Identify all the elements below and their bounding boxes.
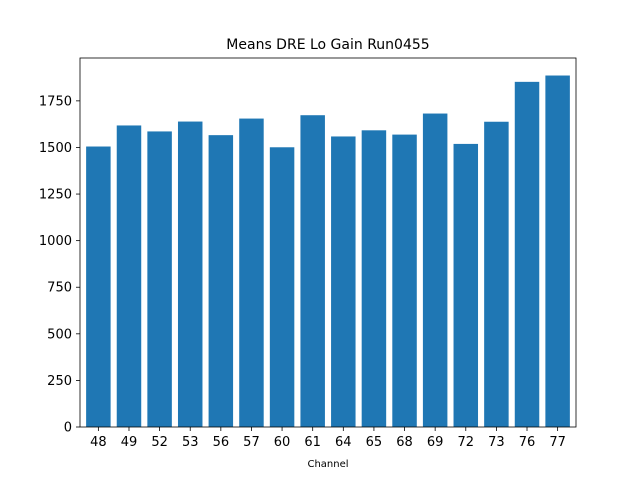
x-tick-label: 69: [427, 435, 444, 450]
y-tick-label: 1750: [39, 94, 72, 109]
bar-channel-73: [484, 121, 509, 428]
y-tick-label: 0: [64, 421, 72, 436]
bar-channel-52: [147, 131, 172, 427]
y-tick-label: 1000: [39, 234, 72, 249]
y-axis: 0 250 500 750 1000 1250 1500 1750: [39, 94, 80, 436]
bar-channel-61: [300, 115, 325, 428]
bar-channel-60: [269, 147, 295, 427]
x-tick-label: 49: [121, 435, 138, 450]
x-tick-label: 57: [243, 435, 260, 450]
x-axis-label: Channel: [307, 459, 348, 470]
bar-channel-56: [208, 135, 234, 427]
x-axis: 48 49 52 53 56 57 60 61 64 65 68 69 72 73 76 77: [90, 427, 566, 450]
bar-channel-76: [514, 81, 540, 427]
bars-layer: [86, 75, 570, 428]
bar-channel-57: [239, 118, 264, 427]
y-tick-label: 250: [47, 374, 72, 389]
bar-channel-48: [86, 146, 111, 427]
chart-title: Means DRE Lo Gain Run0455: [226, 37, 429, 53]
bar-channel-49: [116, 125, 142, 428]
bar-channel-64: [331, 136, 356, 427]
plot-frame: [79, 57, 577, 428]
bar-channel-68: [392, 134, 417, 427]
x-tick-label: 56: [213, 435, 230, 450]
x-tick-label: 65: [366, 435, 383, 450]
x-tick-label: 77: [549, 435, 566, 450]
y-tick-label: 750: [47, 281, 72, 296]
y-tick-label: 1250: [39, 188, 72, 203]
bar-channel-65: [361, 130, 387, 427]
x-tick-label: 68: [396, 435, 413, 450]
x-tick-label: 73: [488, 435, 505, 450]
bar-channel-53: [177, 121, 203, 428]
x-tick-label: 48: [90, 435, 107, 450]
x-tick-label: 72: [458, 435, 475, 450]
x-tick-label: 53: [182, 435, 199, 450]
x-tick-label: 60: [274, 435, 291, 450]
x-tick-label: 64: [335, 435, 352, 450]
bar-channel-77: [545, 75, 570, 428]
x-tick-label: 76: [519, 435, 536, 450]
bar-channel-69: [422, 113, 448, 427]
bar-channel-72: [453, 143, 479, 427]
y-tick-label: 1500: [39, 141, 72, 156]
x-tick-label: 61: [304, 435, 321, 450]
x-tick-label: 52: [151, 435, 168, 450]
y-tick-label: 500: [47, 327, 72, 342]
